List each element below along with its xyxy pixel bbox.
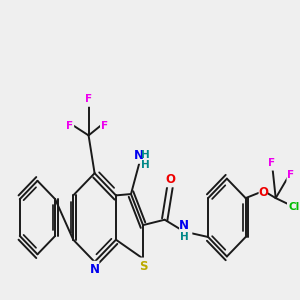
FancyBboxPatch shape xyxy=(289,200,300,215)
Text: F: F xyxy=(66,121,74,131)
Text: H: H xyxy=(141,160,150,170)
FancyBboxPatch shape xyxy=(131,146,149,164)
Text: F: F xyxy=(101,121,108,131)
Text: S: S xyxy=(139,260,147,273)
FancyBboxPatch shape xyxy=(286,167,295,182)
FancyBboxPatch shape xyxy=(259,185,268,200)
FancyBboxPatch shape xyxy=(267,155,275,170)
FancyBboxPatch shape xyxy=(100,118,108,133)
Text: O: O xyxy=(258,186,268,199)
FancyBboxPatch shape xyxy=(84,92,93,107)
Text: F: F xyxy=(287,170,294,180)
Text: H: H xyxy=(141,150,150,160)
Text: Cl: Cl xyxy=(289,202,300,212)
FancyBboxPatch shape xyxy=(66,118,74,133)
FancyBboxPatch shape xyxy=(90,261,99,278)
FancyBboxPatch shape xyxy=(166,171,175,187)
Text: N: N xyxy=(134,148,143,162)
Text: N: N xyxy=(90,263,100,276)
Text: O: O xyxy=(165,173,175,186)
Text: N: N xyxy=(179,219,189,232)
FancyBboxPatch shape xyxy=(179,219,192,238)
Text: H: H xyxy=(180,232,189,242)
Text: F: F xyxy=(85,94,92,104)
FancyBboxPatch shape xyxy=(138,257,148,275)
Text: F: F xyxy=(268,158,275,168)
